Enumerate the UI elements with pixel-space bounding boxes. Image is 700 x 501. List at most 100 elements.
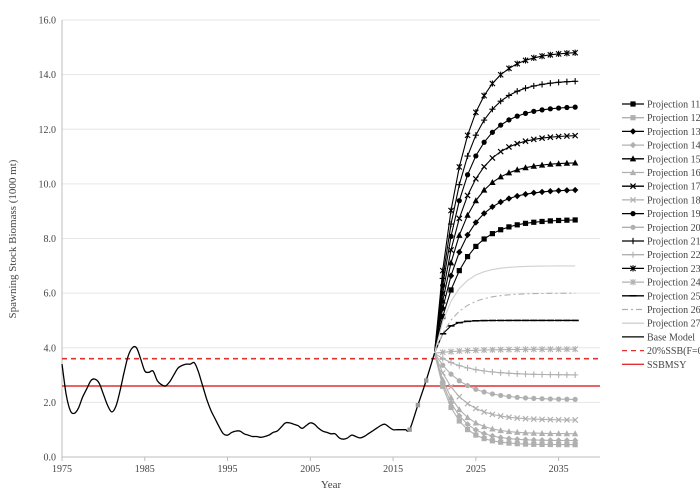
series-projection-27 <box>433 265 576 354</box>
data-point <box>464 132 471 139</box>
data-point <box>456 248 463 256</box>
data-point <box>481 163 488 170</box>
data-point <box>531 108 537 114</box>
legend-item: Projection 25 <box>622 291 700 302</box>
data-point <box>456 378 462 384</box>
data-point <box>505 428 513 435</box>
base-model-line <box>61 345 436 440</box>
data-point <box>464 172 471 178</box>
data-point <box>514 428 521 435</box>
data-point <box>539 218 545 225</box>
data-point <box>505 370 513 377</box>
data-point <box>464 152 471 160</box>
data-point <box>489 80 496 87</box>
data-point <box>572 49 579 56</box>
legend-label: SSBMSY <box>647 360 686 371</box>
series-projection-13 <box>433 186 579 354</box>
legend-label: Projection 19 <box>647 209 700 220</box>
data-point <box>556 442 562 448</box>
legend-item: Projection 13 <box>622 127 700 138</box>
x-axis-title: Year <box>321 479 342 491</box>
series-projection-24 <box>434 346 579 356</box>
data-point <box>514 394 520 400</box>
legend-label: Projection 14 <box>647 141 700 152</box>
y-tick-label: 10.0 <box>39 179 57 190</box>
series-projection-22 <box>434 352 579 378</box>
legend-item: Projection 19 <box>622 209 700 220</box>
data-point <box>497 173 504 180</box>
data-point <box>447 399 455 407</box>
legend-item: Projection 20 <box>622 223 700 234</box>
series-projection-25 <box>433 319 579 354</box>
legend-label: Projection 11 <box>647 100 700 111</box>
data-point <box>498 439 504 445</box>
data-point <box>481 389 487 395</box>
series-projection-16 <box>433 353 579 437</box>
data-point <box>506 117 512 123</box>
data-point <box>514 370 521 377</box>
base-model-series <box>61 345 436 440</box>
data-point <box>498 392 504 399</box>
data-point <box>556 105 562 111</box>
data-point <box>514 140 521 147</box>
data-point <box>522 110 529 116</box>
data-point <box>530 189 537 197</box>
legend-swatch-marker <box>630 101 636 107</box>
data-point <box>522 395 529 401</box>
data-point <box>505 195 513 202</box>
data-point <box>531 219 537 225</box>
data-point <box>440 362 446 368</box>
data-point <box>481 367 488 375</box>
data-point <box>489 411 496 418</box>
data-point <box>522 436 529 443</box>
data-point <box>472 132 479 139</box>
legend-item: Projection 14 <box>622 141 700 152</box>
data-point <box>538 188 546 196</box>
data-point <box>563 437 571 444</box>
data-point <box>522 190 529 198</box>
data-point <box>538 429 546 436</box>
data-point <box>539 416 546 423</box>
data-point <box>547 218 553 224</box>
legend-swatch-marker <box>630 224 636 230</box>
data-point <box>473 153 479 159</box>
legend-swatch-marker <box>629 169 637 176</box>
data-point <box>497 71 504 78</box>
data-point <box>572 132 579 139</box>
base-model-marker <box>415 402 421 408</box>
legend-swatch-marker <box>630 279 636 286</box>
legend-item: Projection 26 <box>622 305 700 316</box>
data-point <box>547 437 554 444</box>
data-point <box>539 107 545 113</box>
legend-item: Projection 11 <box>622 100 700 111</box>
reference-lines <box>62 357 600 387</box>
data-point <box>539 53 546 60</box>
data-point <box>472 175 479 182</box>
data-point <box>571 437 579 444</box>
data-point <box>481 408 488 415</box>
data-point <box>547 106 553 112</box>
data-point <box>472 426 480 434</box>
series-projection-12 <box>433 353 578 448</box>
data-point <box>555 79 562 86</box>
legend-item: Projection 12 <box>622 113 700 124</box>
data-point <box>489 391 495 397</box>
data-point <box>514 113 520 119</box>
data-point <box>456 393 463 400</box>
data-point <box>464 426 471 433</box>
data-point <box>464 421 471 428</box>
y-tick-label: 0.0 <box>44 453 57 464</box>
data-point <box>539 346 546 353</box>
legend-swatch-marker <box>629 183 637 190</box>
data-point <box>464 400 471 407</box>
x-tick-label: 1975 <box>52 464 72 475</box>
data-point <box>571 430 579 437</box>
data-point <box>564 217 570 223</box>
data-point <box>572 416 579 423</box>
data-point <box>464 364 471 372</box>
legend-swatch-marker <box>630 265 636 272</box>
data-point <box>547 371 554 378</box>
x-tick-label: 2035 <box>549 464 569 475</box>
data-point <box>480 430 488 437</box>
